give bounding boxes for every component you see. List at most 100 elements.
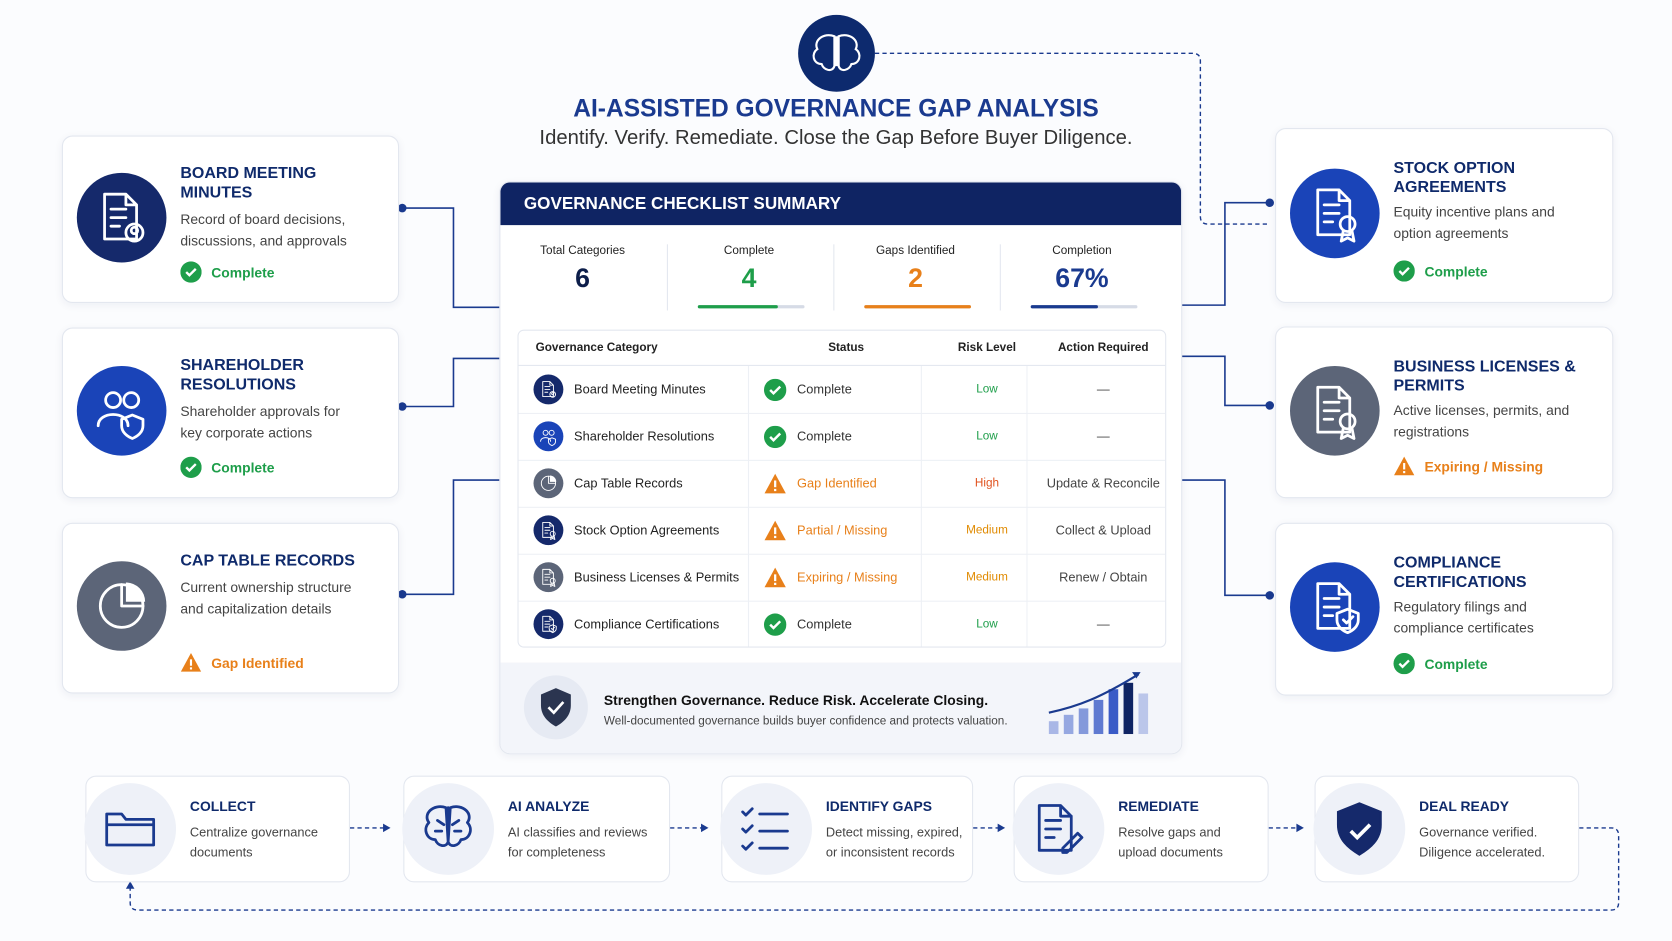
icon-part (124, 222, 145, 242)
status-text: Complete (1424, 262, 1488, 279)
icon-part (1335, 607, 1360, 635)
icon-part (769, 432, 782, 442)
status-cell: Complete (763, 413, 852, 460)
row-rule (518, 553, 1166, 555)
icon-part (540, 688, 571, 727)
card-description: Equity incentive plans and option agreem… (1393, 203, 1555, 242)
step-description: Resolve gaps and upload documents (1118, 824, 1223, 860)
icon-part (1048, 721, 1059, 735)
icon-part (763, 378, 787, 401)
category-text: Stock Option Agreements (574, 522, 720, 538)
status-text: Complete (211, 459, 275, 476)
icon-part (1078, 708, 1089, 735)
card-icon (76, 172, 167, 262)
step-card: IDENTIFY GAPS Detect missing, expired, or… (720, 775, 974, 883)
step-description: Governance verified. Diligence accelerat… (1419, 824, 1546, 860)
card-title: BOARD MEETING MINUTES (180, 164, 317, 202)
icon-part (764, 473, 786, 493)
risk-cell: Low (976, 429, 998, 443)
icon-part (397, 402, 407, 411)
step-title: DEAL READY (1419, 798, 1510, 815)
icon-part (1338, 412, 1357, 430)
card-icon (1290, 365, 1380, 456)
status-cell: Complete (763, 366, 852, 413)
card-title: SHAREHOLDER RESOLUTIONS (180, 356, 304, 394)
status-cell: Complete (763, 601, 852, 648)
icon-part (96, 391, 145, 440)
status-text: Expiring / Missing (797, 569, 898, 585)
progress-track (864, 305, 971, 309)
icon-part (542, 568, 554, 585)
row-rule (518, 600, 1166, 602)
icon-part (96, 413, 130, 428)
icon-part (774, 479, 777, 487)
icon-part (1316, 188, 1357, 243)
icon-part (98, 582, 146, 629)
icon-part (105, 812, 156, 847)
row-icon (533, 515, 564, 546)
icon-part (1132, 672, 1141, 679)
stat-value: 2 (908, 263, 923, 294)
row-rule (518, 506, 1166, 508)
icon-part (542, 615, 557, 634)
card-description: Regulatory filings and compliance certif… (1393, 598, 1534, 636)
category-cell: Stock Option Agreements (533, 507, 720, 554)
icon-part (1093, 699, 1104, 735)
icon-part (701, 823, 709, 833)
panel-title: GOVERNANCE CHECKLIST SUMMARY (523, 195, 842, 214)
icon-part (540, 429, 557, 447)
icon-part (402, 357, 500, 408)
summary-panel: GOVERNANCE CHECKLIST SUMMARY Governance … (499, 181, 1183, 755)
info-card: STOCK OPTION AGREEMENTS Equity incentive … (1275, 128, 1614, 303)
icon-part (120, 413, 145, 440)
icon-part (547, 701, 565, 715)
step-title: REMEDIATE (1118, 798, 1199, 815)
step-title: COLLECT (189, 798, 256, 815)
stat-label: Completion (1052, 244, 1112, 258)
step-icon (402, 783, 495, 875)
category-cell: Shareholder Resolutions (533, 413, 714, 460)
icon-part (550, 582, 556, 587)
icon-part (1398, 659, 1410, 669)
icon-part (1336, 802, 1382, 856)
icon-part (540, 437, 552, 442)
card-description: Record of board decisions, discussions, … (180, 211, 347, 249)
progress-fill (1030, 305, 1098, 309)
icon-part (1180, 355, 1270, 407)
card-title: BUSINESS LICENSES & PERMITS (1393, 357, 1576, 395)
icon-part (764, 567, 786, 587)
icon-part (1339, 229, 1356, 243)
status-text: Complete (1424, 655, 1488, 672)
icon-part (383, 823, 391, 833)
table-header: Action Required (1057, 341, 1149, 355)
table: Governance Category Status Risk Level Actio… (517, 329, 1167, 648)
icon-part (874, 52, 1270, 225)
step-card: REMEDIATE Resolve gaps and upload documen… (1012, 775, 1269, 883)
status-text: Complete (797, 428, 852, 444)
icon-part (129, 52, 1620, 911)
stat-label: Gaps Identified (876, 244, 955, 258)
status-text: Complete (211, 264, 275, 281)
info-card: BUSINESS LICENSES & PERMITS Active licens… (1275, 326, 1614, 499)
card-title: STOCK OPTION AGREEMENTS (1393, 158, 1516, 197)
icon-part (185, 268, 197, 277)
footer-text: Well-documented governance builds buyer … (603, 714, 1008, 728)
card-icon (76, 365, 167, 456)
icon-part (997, 823, 1006, 833)
icon-part (1316, 582, 1360, 635)
icon-part (1265, 198, 1274, 207)
icon-part (549, 577, 556, 584)
step-icon (1012, 783, 1105, 875)
icon-part (1349, 823, 1372, 841)
icon-part (424, 805, 472, 847)
stat-value: 67% (1055, 263, 1109, 294)
icon-part (550, 626, 555, 630)
icon-part (129, 827, 1620, 911)
progress-fill (697, 305, 778, 309)
icon-part (1048, 682, 1149, 735)
icon-part (542, 521, 554, 538)
stat-divider (999, 244, 1001, 311)
icon-part (402, 479, 500, 596)
progress-fill (864, 305, 971, 309)
